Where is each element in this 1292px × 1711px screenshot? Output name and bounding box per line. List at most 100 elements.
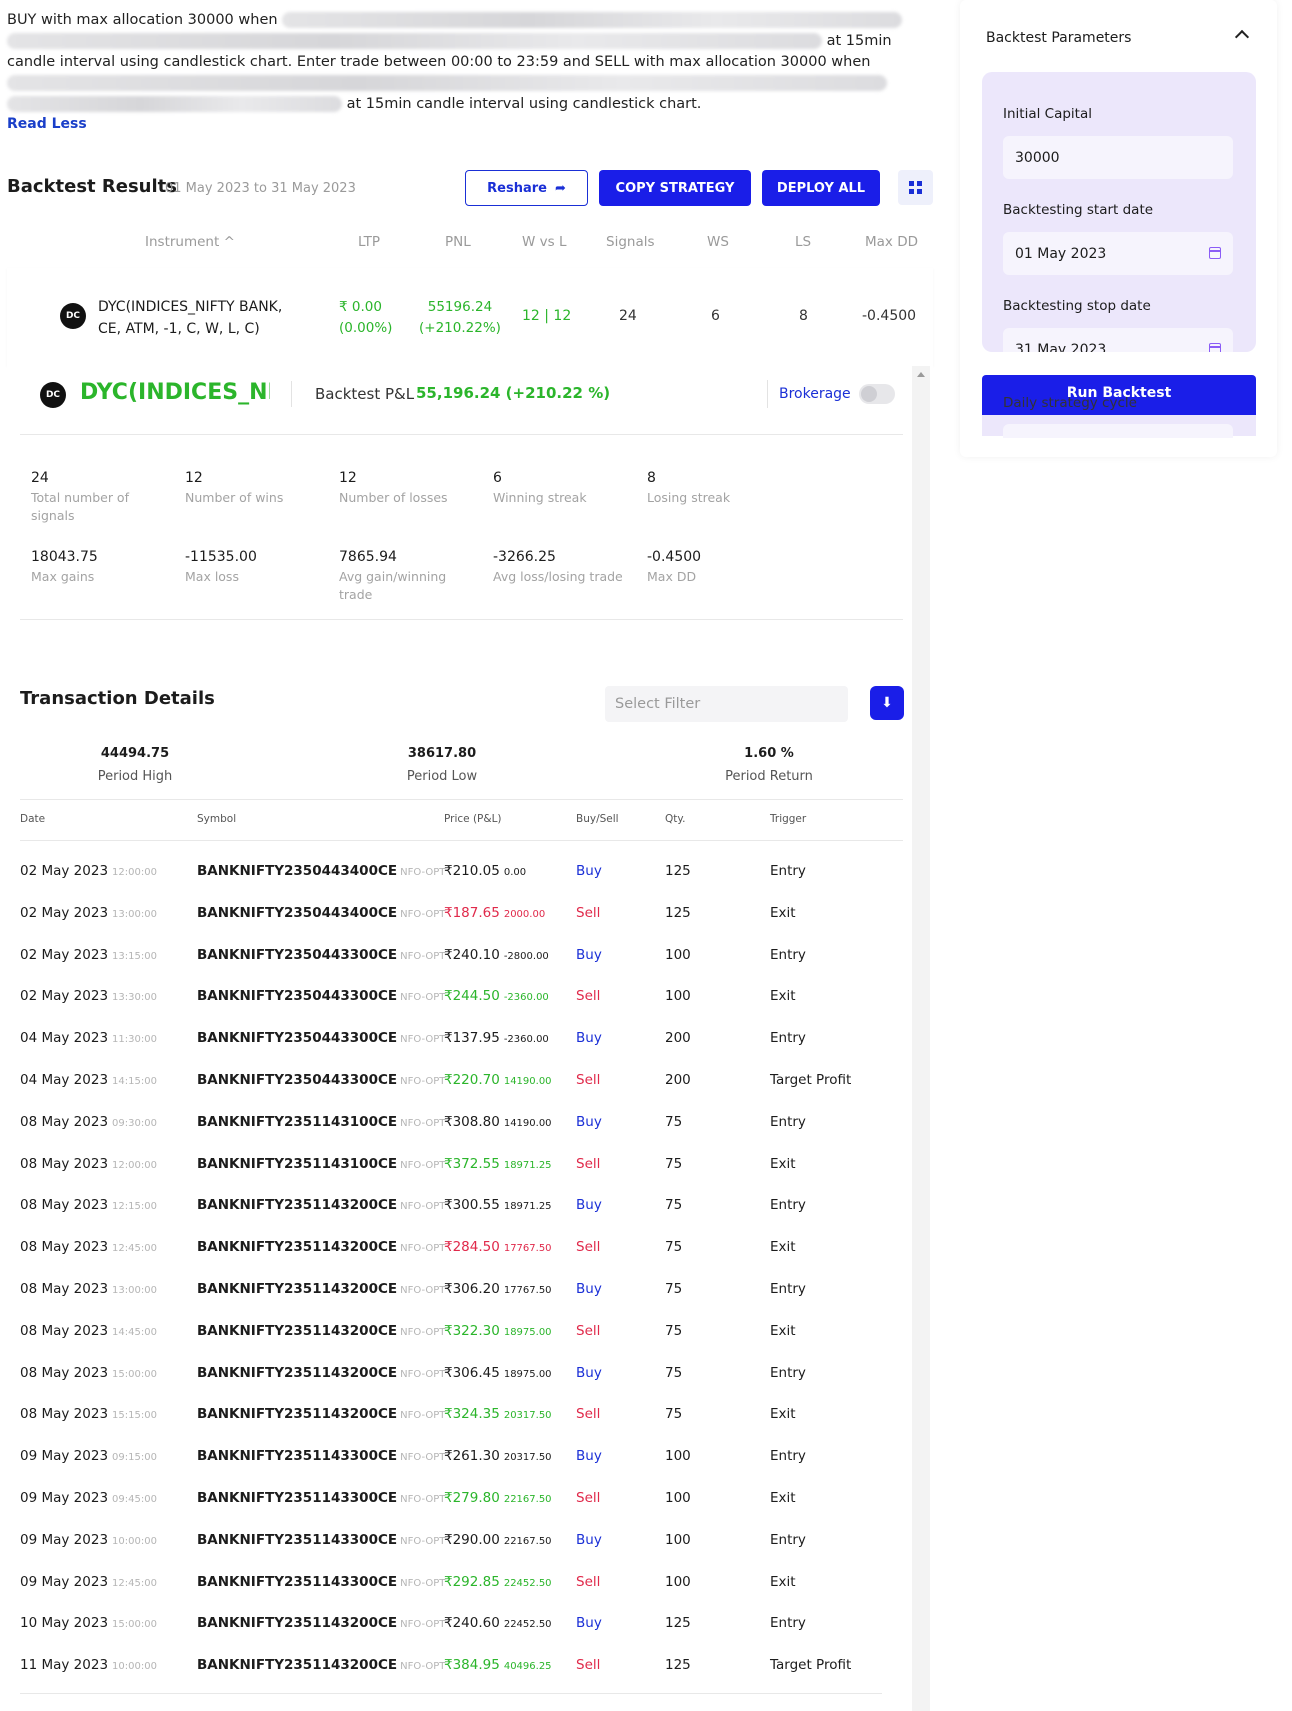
brokerage-toggle[interactable] xyxy=(859,384,895,404)
detail-scrollbar[interactable] xyxy=(912,366,930,1711)
header-signals: Signals xyxy=(606,234,655,250)
main-content: BUY with max allocation 30000 when at 15… xyxy=(7,12,933,1711)
redacted-condition xyxy=(282,12,903,28)
tx-header-symbol: Symbol xyxy=(197,813,237,825)
read-less-link[interactable]: Read Less xyxy=(7,116,87,132)
header-pnl: PNL xyxy=(445,234,471,250)
tx-date: 08 May 2023 13:00:00 xyxy=(20,1281,157,1297)
tx-time: 13:15:00 xyxy=(112,950,157,962)
divider xyxy=(20,619,903,620)
transaction-details-title: Transaction Details xyxy=(20,688,215,709)
stat-winning-streak: 6 Winning streak xyxy=(493,470,587,505)
divider xyxy=(767,380,768,408)
tx-pnl: 14190.00 xyxy=(503,1117,552,1129)
daily-strategy-cycle-label: Daily strategy cycle xyxy=(1003,395,1137,411)
download-button[interactable]: ⬇ xyxy=(870,686,904,720)
stat-wins: 12 Number of wins xyxy=(185,470,284,505)
tx-symbol: BANKNIFTY2351143200CE NFO-OPT xyxy=(197,1281,446,1297)
tx-pnl: 18975.00 xyxy=(503,1326,552,1338)
strategy-detail-panel xyxy=(7,366,933,1711)
description-line-3: candle interval using candlestick chart.… xyxy=(7,54,871,70)
tx-header-side: Buy/Sell xyxy=(576,813,619,825)
transaction-row: 08 May 2023 13:00:00 BANKNIFTY2351143200CE… xyxy=(20,1270,903,1312)
tx-price: ₹261.30 20317.50 xyxy=(444,1448,552,1465)
tx-pnl: 14190.00 xyxy=(503,1076,552,1087)
tx-date: 02 May 2023 12:00:00 xyxy=(20,863,157,879)
tx-qty: 125 xyxy=(665,863,691,879)
tx-symbol: BANKNIFTY2350443300CE NFO-OPT xyxy=(197,1072,446,1088)
tx-side: Buy xyxy=(576,1448,602,1465)
tx-time: 12:00:00 xyxy=(112,867,157,878)
tx-symbol: BANKNIFTY2350443300CE NFO-OPT xyxy=(197,988,446,1005)
tx-time: 14:15:00 xyxy=(112,1076,157,1087)
header-instrument[interactable]: Instrument ^ xyxy=(145,234,235,250)
tx-date: 08 May 2023 15:00:00 xyxy=(20,1364,157,1381)
tx-exchange: NFO-OPT xyxy=(400,1661,446,1673)
tx-qty: 75 xyxy=(665,1155,683,1172)
tx-symbol: BANKNIFTY2351143300CE NFO-OPT xyxy=(197,1573,446,1590)
initial-capital-input[interactable]: 30000 xyxy=(1003,136,1233,179)
tx-pnl: 2000.00 xyxy=(503,908,546,920)
deploy-all-button[interactable]: DEPLOY ALL xyxy=(762,170,880,206)
start-date-label: Backtesting start date xyxy=(1003,202,1154,218)
description-line-2: at 15min xyxy=(826,33,892,49)
tx-qty: 125 xyxy=(665,1615,691,1632)
tx-trigger: Entry xyxy=(770,1448,806,1465)
run-backtest-button[interactable]: Run Backtest xyxy=(982,375,1256,415)
tx-time: 13:00:00 xyxy=(112,908,157,920)
tx-price: ₹137.95 -2360.00 xyxy=(444,1030,549,1047)
strategy-avatar: DC xyxy=(60,303,86,329)
tx-price: ₹244.50 -2360.00 xyxy=(444,988,549,1005)
tx-date: 02 May 2023 13:30:00 xyxy=(20,988,157,1005)
transaction-row: 09 May 2023 09:45:00 BANKNIFTY2351143300CE… xyxy=(20,1479,903,1521)
tx-pnl: 40496.25 xyxy=(503,1661,552,1673)
tx-price: ₹290.00 22167.50 xyxy=(444,1531,552,1548)
tx-pnl: 22452.50 xyxy=(503,1619,552,1631)
tx-date: 11 May 2023 10:00:00 xyxy=(20,1657,157,1674)
tx-time: 13:00:00 xyxy=(112,1285,157,1296)
tx-qty: 75 xyxy=(665,1322,683,1339)
cycle-input[interactable] xyxy=(1003,424,1233,438)
divider xyxy=(20,799,903,800)
transaction-row: 09 May 2023 12:45:00 BANKNIFTY2351143300CE… xyxy=(20,1563,903,1605)
tx-exchange: NFO-OPT xyxy=(400,1535,446,1547)
tx-exchange: NFO-OPT xyxy=(400,950,446,962)
calendar-icon[interactable] xyxy=(1209,343,1221,352)
tx-time: 14:45:00 xyxy=(112,1326,157,1338)
tx-time: 12:45:00 xyxy=(112,1577,157,1589)
reshare-button[interactable]: Reshare ➦ xyxy=(465,170,588,206)
tx-side: Sell xyxy=(576,1657,601,1674)
tx-header-trigger: Trigger xyxy=(770,813,807,825)
tx-date: 09 May 2023 10:00:00 xyxy=(20,1531,157,1548)
backtest-results-title: Backtest Results xyxy=(7,176,177,197)
tx-exchange: NFO-OPT xyxy=(400,1117,446,1129)
stop-date-input[interactable]: 31 May 2023 xyxy=(1003,328,1233,352)
tx-price: ₹220.70 14190.00 xyxy=(444,1072,552,1088)
transaction-row: 08 May 2023 15:15:00 BANKNIFTY2351143200CE… xyxy=(20,1395,903,1437)
tx-qty: 75 xyxy=(665,1281,683,1297)
select-filter-input[interactable] xyxy=(605,686,848,722)
tx-side: Sell xyxy=(576,1573,601,1590)
initial-capital-label: Initial Capital xyxy=(1003,106,1092,122)
tx-exchange: NFO-OPT xyxy=(400,1368,446,1380)
tx-trigger: Target Profit xyxy=(770,1657,852,1674)
grid-view-button[interactable] xyxy=(898,170,933,205)
stat-losing-streak: 8 Losing streak xyxy=(647,470,731,505)
scroll-up-arrow-icon[interactable] xyxy=(917,372,925,377)
copy-strategy-button[interactable]: COPY STRATEGY xyxy=(599,170,751,206)
tx-qty: 100 xyxy=(665,988,691,1005)
tx-price: ₹292.85 22452.50 xyxy=(444,1573,552,1590)
tx-trigger: Exit xyxy=(770,1322,796,1339)
instrument-row[interactable]: DC DYC(INDICES_NIFTY BANK, CE, ATM, -1, … xyxy=(7,268,933,366)
tx-trigger: Entry xyxy=(770,1364,806,1381)
tx-symbol: BANKNIFTY2351143300CE NFO-OPT xyxy=(197,1531,446,1548)
tx-trigger: Entry xyxy=(770,863,806,879)
tx-exchange: NFO-OPT xyxy=(400,1577,446,1589)
period-low: 38617.80 Period Low xyxy=(406,746,478,784)
tx-date: 09 May 2023 12:45:00 xyxy=(20,1573,157,1590)
header-ltp: LTP xyxy=(358,234,381,250)
stat-max-loss: -11535.00 Max loss xyxy=(185,549,257,584)
tx-symbol: BANKNIFTY2351143200CE NFO-OPT xyxy=(197,1615,446,1632)
start-date-input[interactable]: 01 May 2023 xyxy=(1003,232,1233,275)
calendar-icon[interactable] xyxy=(1209,247,1221,259)
